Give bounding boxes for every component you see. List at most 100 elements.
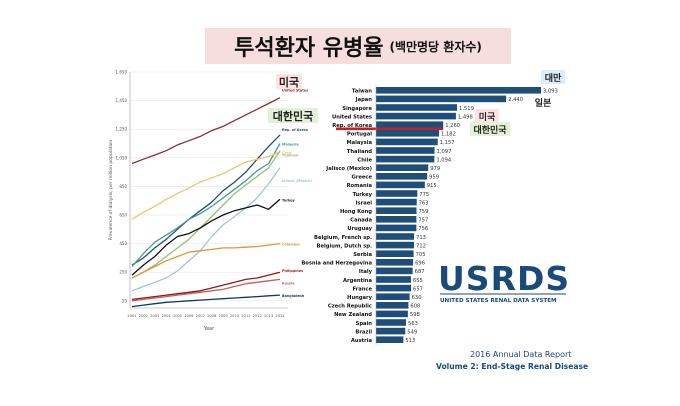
callout-us-bar-bg xyxy=(475,109,499,123)
series-end-label: Malaysia xyxy=(282,143,299,147)
bar-category-label: Italy xyxy=(359,269,373,275)
bar-value-label: 1,157 xyxy=(440,140,455,146)
series-line-turkey xyxy=(131,198,281,276)
series-line-philippines xyxy=(131,271,281,301)
bar xyxy=(376,319,407,326)
bar-value-label: 655 xyxy=(413,278,423,284)
bar-value-label: 1,094 xyxy=(436,157,452,163)
page-title: 투석환자 유병율 xyxy=(234,36,384,61)
x-tick-label: 2008 xyxy=(207,314,217,318)
x-tick-label: 2006 xyxy=(184,314,194,318)
bar-value-label: 713 xyxy=(416,235,426,241)
bar-value-label: 1,097 xyxy=(437,149,452,155)
bar-category-label: Jalisco (Mexico) xyxy=(325,166,372,172)
bar-category-label: Spain xyxy=(356,321,373,327)
bar-category-label: Turkey xyxy=(353,192,373,198)
callout-korea-bar-text: 대한민국 xyxy=(473,124,507,136)
bar-category-label: Japan xyxy=(355,97,373,103)
bar-value-label: 3,093 xyxy=(543,89,558,95)
bar-value-label: 712 xyxy=(416,243,426,249)
bar-value-label: 513 xyxy=(405,338,415,344)
bar xyxy=(376,173,428,180)
callout-us-bg xyxy=(276,74,302,89)
callout-taiwan-bg xyxy=(541,70,565,84)
callout-taiwan-text: 대만 xyxy=(545,72,562,84)
callout-taiwan: 대만 xyxy=(541,70,565,84)
bar-value-label: 549 xyxy=(407,329,417,335)
x-axis-title: Year xyxy=(203,326,216,332)
callout-us-bar-text: 미국 xyxy=(479,111,496,123)
series-line-jalisco-mexico- xyxy=(131,167,281,292)
x-tick-label: 2012 xyxy=(253,314,262,318)
bar xyxy=(376,181,425,189)
bar-category-label: United States xyxy=(332,114,372,120)
x-tick-label: 2011 xyxy=(241,314,250,318)
y-axis-title: Prevalence of dialysis, per million popu… xyxy=(108,139,114,240)
bar xyxy=(376,130,440,137)
series-end-label: Turkey xyxy=(282,198,295,202)
series-line-malaysia xyxy=(131,143,281,267)
bar xyxy=(376,164,429,171)
bar-category-label: Austria xyxy=(351,338,373,344)
y-tick-label: 450 xyxy=(119,241,127,246)
callout-korea-line: 대한민국 xyxy=(268,108,318,123)
usrds-wordmark: USRDS xyxy=(438,259,570,298)
bar-value-label: 687 xyxy=(415,269,425,275)
y-tick-label: 850 xyxy=(119,184,127,189)
bar-category-label: Belgium, Dutch sp. xyxy=(317,243,372,249)
series-end-label: United States xyxy=(282,89,308,93)
series-end-label: Colombia xyxy=(282,243,300,247)
bar xyxy=(376,310,408,318)
y-tick-label: 1,250 xyxy=(116,127,128,132)
bar-category-label: Belgium, French sp. xyxy=(314,235,372,241)
series-line-rep-of-korea xyxy=(131,134,281,266)
bar-category-label: Singapore xyxy=(342,106,372,112)
bar-value-label: 630 xyxy=(412,295,422,301)
bar xyxy=(376,95,507,103)
callout-korea-bg xyxy=(268,108,318,123)
highlight-bar-underline xyxy=(336,127,444,131)
report-volume: Volume 2: End-Stage Renal Disease xyxy=(436,362,588,371)
x-tick-label: 2013 xyxy=(264,314,273,318)
bar-category-label: Bosnia and Herzegovina xyxy=(301,261,372,267)
bar-value-label: 775 xyxy=(419,192,429,198)
bar-value-label: 1,498 xyxy=(458,114,473,120)
y-tick-label: 1,050 xyxy=(116,155,128,160)
series-end-label: Russia xyxy=(282,281,295,285)
bar-value-label: 959 xyxy=(429,175,439,181)
callout-japan-bg xyxy=(531,95,555,109)
bar xyxy=(376,147,435,154)
bar-category-label: Romania xyxy=(347,183,373,189)
bar xyxy=(376,198,417,206)
bar-value-label: 759 xyxy=(418,209,428,215)
callout-japan: 일본 xyxy=(531,95,555,109)
y-tick-label: 250 xyxy=(119,270,127,275)
bar-category-label: Hong Kong xyxy=(340,209,372,215)
y-tick-label: 50 xyxy=(122,298,128,303)
callout-korea-bar-bg xyxy=(470,122,510,136)
series-end-label: Jalisco (Mexico) xyxy=(281,179,312,183)
callout-us-text: 미국 xyxy=(279,75,299,89)
bar-category-label: Taiwan xyxy=(352,89,372,95)
bar-category-label: Uruguay xyxy=(347,226,372,232)
bar-category-label: Hungary xyxy=(347,295,372,301)
bar-value-label: 1,260 xyxy=(445,123,460,129)
bar xyxy=(376,336,404,343)
bar xyxy=(376,267,413,275)
bar xyxy=(376,138,438,146)
bar-category-label: Serbia xyxy=(353,252,372,258)
series-end-label: Rep. of Korea xyxy=(282,128,309,132)
bar xyxy=(376,293,410,300)
usrds-tagline: UNITED STATES RENAL DATA SYSTEM xyxy=(440,298,557,304)
bar-value-label: 915 xyxy=(427,183,437,189)
bar-category-label: Greece xyxy=(352,175,373,181)
callout-korea-text: 대한민국 xyxy=(273,109,313,123)
bar xyxy=(376,284,412,292)
bar xyxy=(376,112,456,120)
x-tick-label: 2002 xyxy=(139,314,148,318)
bar-value-label: 757 xyxy=(418,218,428,224)
bar-value-label: 563 xyxy=(408,321,418,327)
